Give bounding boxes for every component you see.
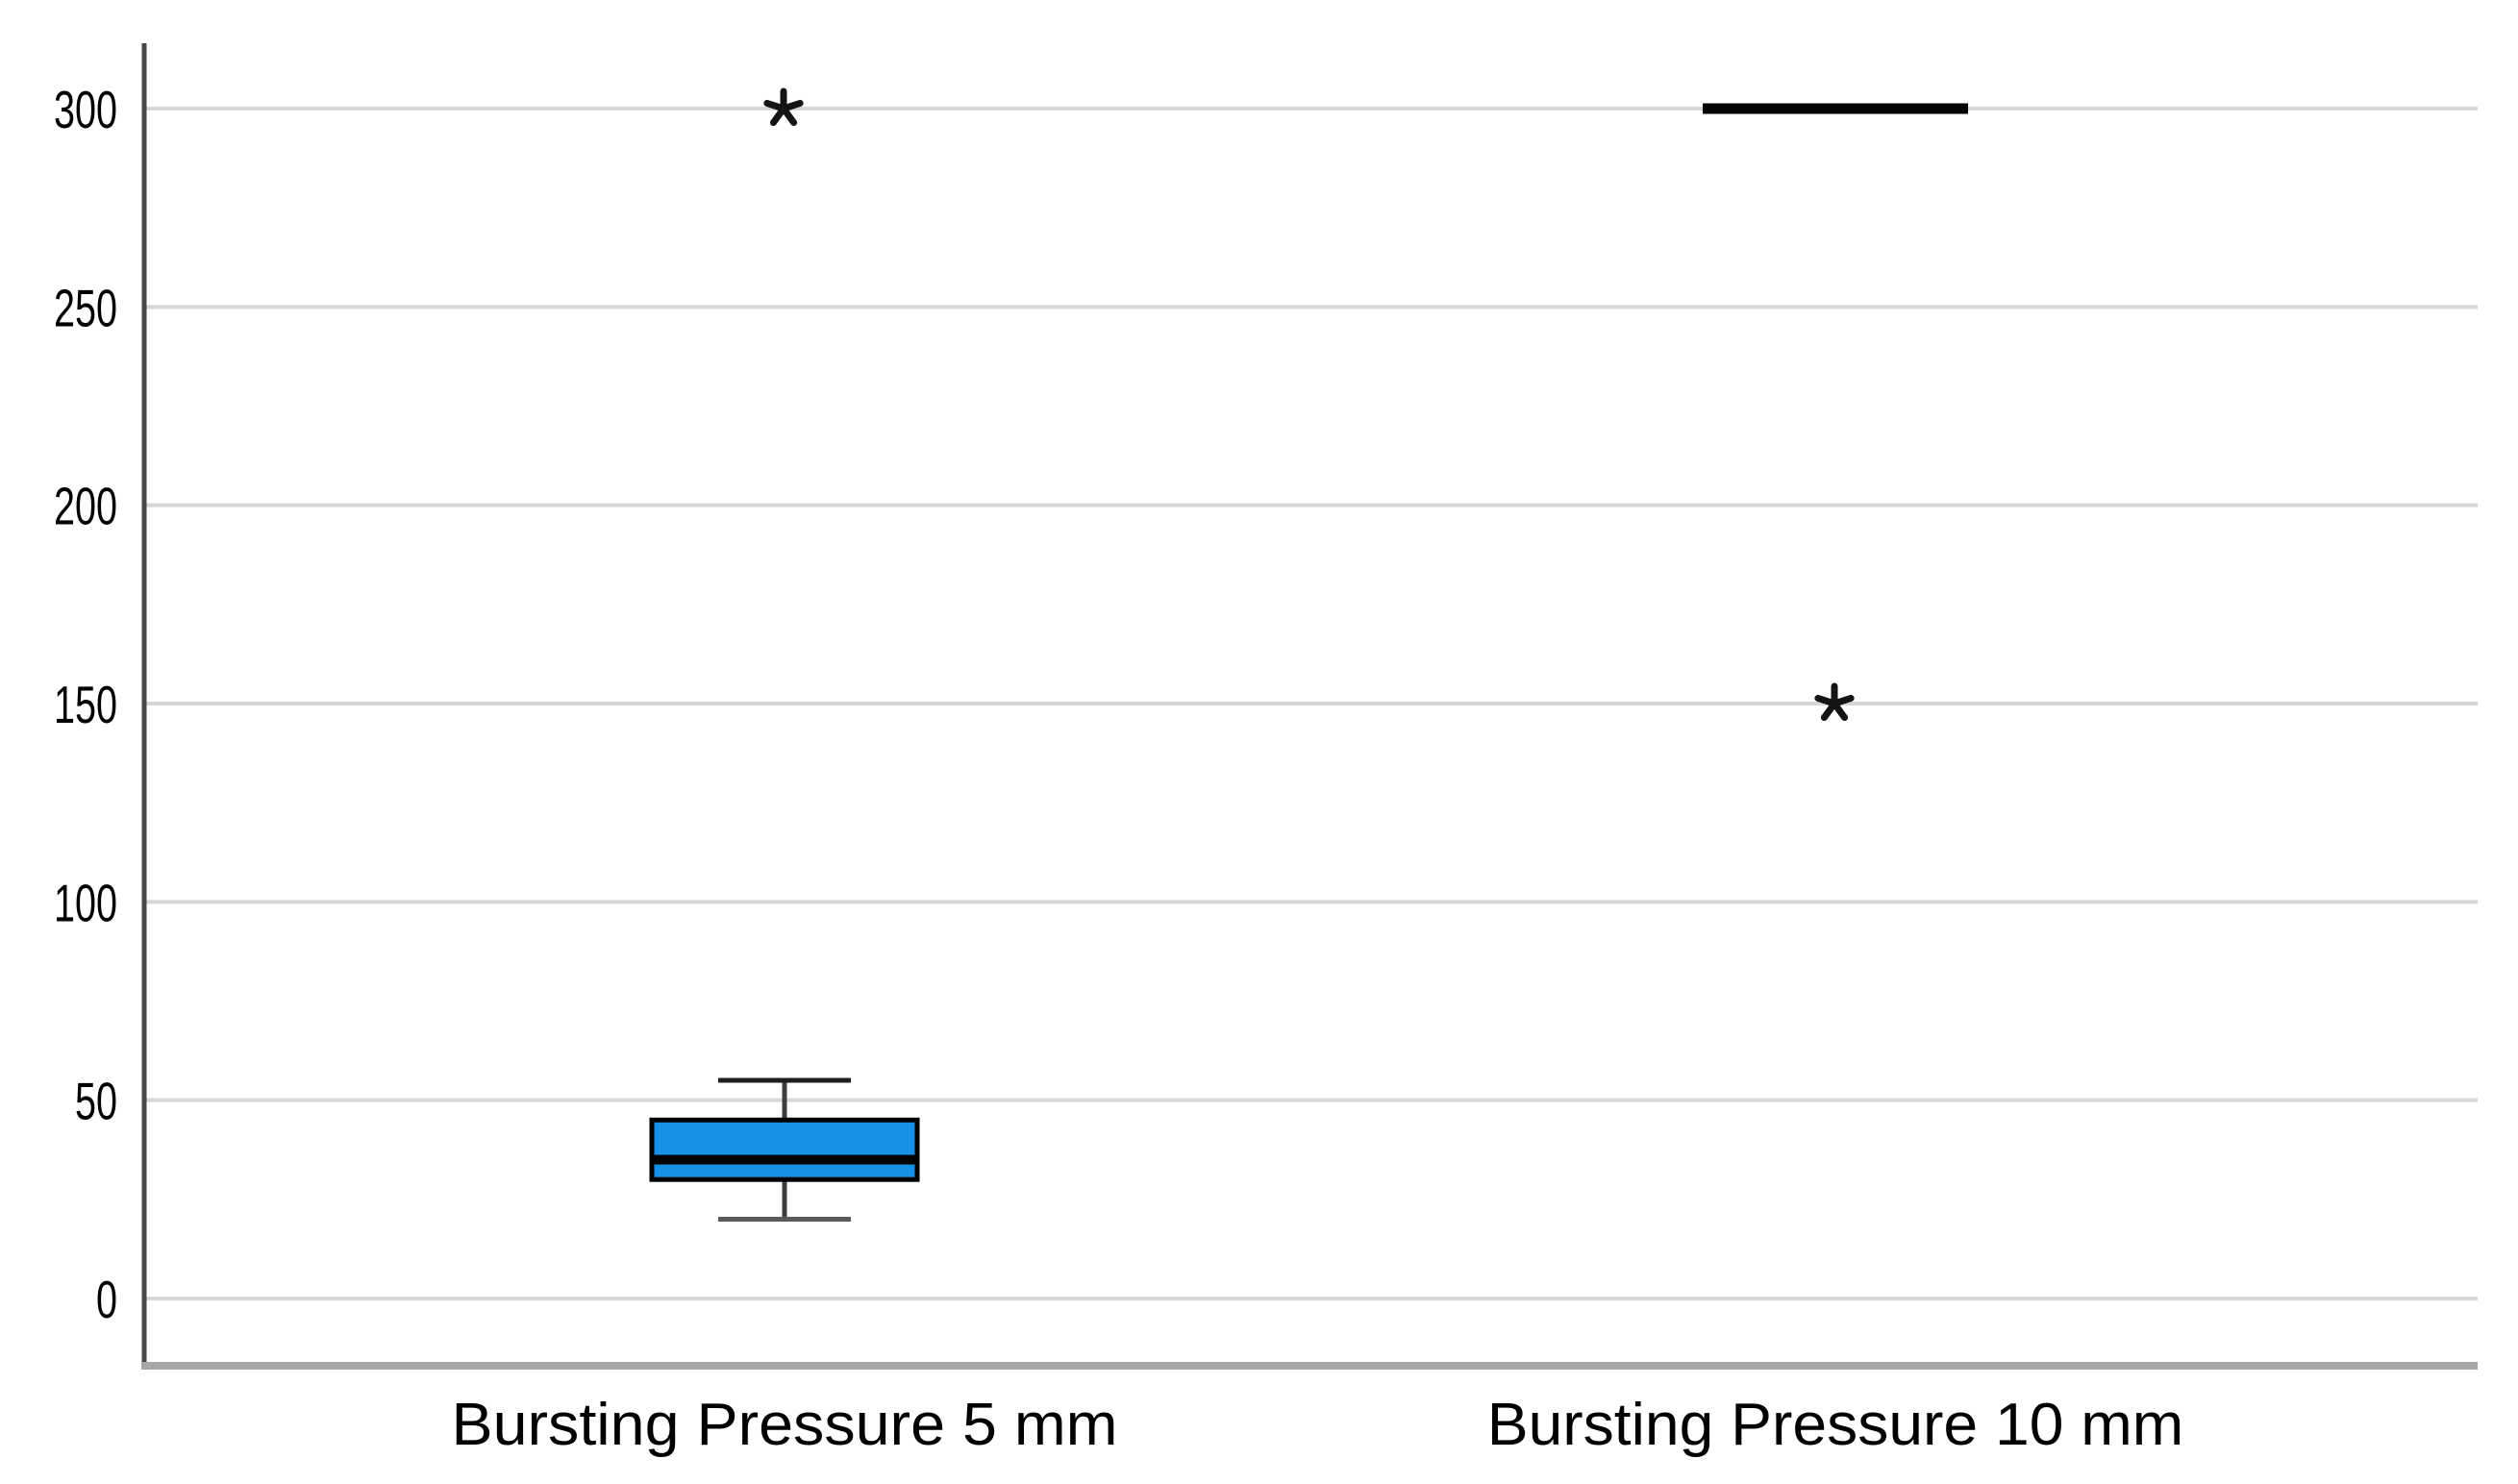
- category-label: Bursting Pressure 10 mm: [1487, 1392, 2184, 1458]
- y-tick-label: 200: [54, 477, 117, 536]
- outlier-asterisk: [1814, 682, 1855, 722]
- category-label: Bursting Pressure 5 mm: [452, 1392, 1118, 1458]
- box: [649, 1117, 920, 1182]
- collapsed-box-median: [1703, 103, 1968, 114]
- y-tick-label: 300: [54, 80, 117, 139]
- median-line: [652, 1154, 917, 1165]
- y-tick-label: 150: [54, 675, 117, 734]
- y-tick-label: 50: [75, 1072, 117, 1131]
- y-tick-label: 0: [96, 1270, 117, 1329]
- y-tick-label: 250: [54, 278, 117, 337]
- outlier-asterisk: [763, 87, 804, 127]
- y-tick-label: 100: [54, 873, 117, 932]
